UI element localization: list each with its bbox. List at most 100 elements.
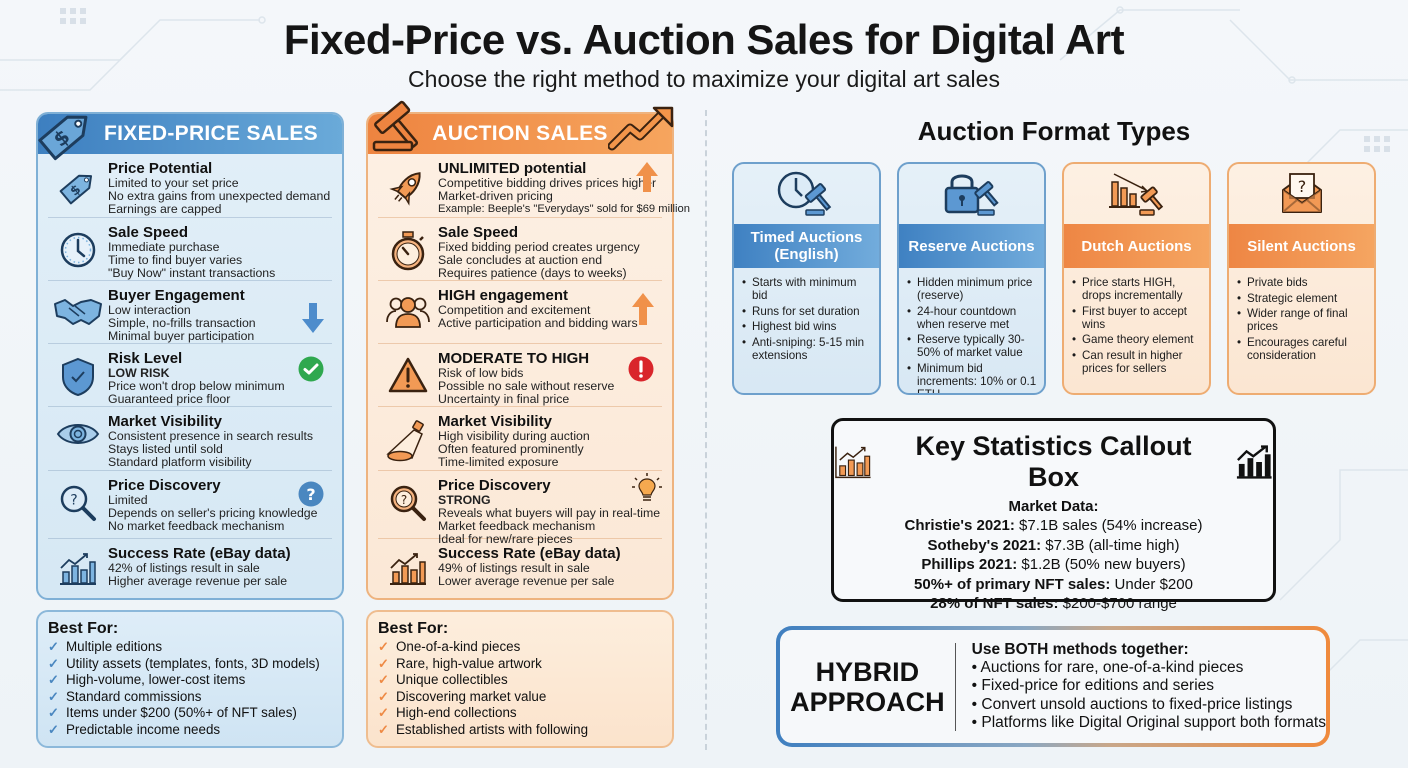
best-for-item: ✓ Rare, high-value artwork: [378, 655, 542, 671]
statistic-line: Phillips 2021: $1.2B (50% new buyers): [921, 556, 1186, 573]
check-icon: ✓: [378, 655, 389, 671]
card-reserve-auctions: Reserve Auctions Hidden minimum price (r…: [897, 162, 1046, 395]
card-title: Silent Auctions: [1229, 224, 1374, 268]
auction-row-sale-speed: Sale Speed Fixed bidding period creates …: [378, 218, 662, 281]
question-circle-icon: ?: [298, 481, 324, 507]
clock-icon: [60, 232, 96, 268]
check-icon: ✓: [48, 705, 59, 721]
warning-icon: [388, 357, 428, 393]
card-silent-auctions: ? Silent Auctions Private bids Strategic…: [1227, 162, 1376, 395]
eye-icon: [56, 424, 100, 444]
statistic-line: Christie's 2021: $7.1B sales (54% increa…: [904, 517, 1203, 534]
best-for-item: ✓ One-of-a-kind pieces: [378, 639, 521, 654]
fixed-best-for-box: Best For: ✓ Multiple editions ✓ Utility as…: [36, 610, 344, 748]
statistic-line: 28% of NFT sales: $200-$700 range: [930, 595, 1177, 612]
clock-gavel-icon: [777, 171, 831, 216]
auction-row-success-rate: Success Rate (eBay data) 49% of listings…: [378, 539, 662, 591]
bar-chart-growth-icon: [835, 446, 871, 479]
hybrid-title: HYBRID APPROACH: [790, 656, 945, 717]
magnifier-question-icon: ?: [60, 485, 96, 521]
card-timed-auctions: Timed Auctions (English) Starts with min…: [732, 162, 881, 395]
check-icon: ✓: [378, 672, 389, 688]
statistic-line: Sotheby's 2021: $7.3B (all-time high): [927, 536, 1180, 554]
fixed-price-header: FIXED-PRICE SALES: [38, 114, 342, 154]
best-for-item: ✓ Utility assets (templates, fonts, 3D mo…: [48, 655, 320, 671]
check-icon: ✓: [48, 639, 59, 654]
check-circle-icon: [298, 356, 324, 382]
hybrid-item: • Fixed-price for editions and series: [971, 677, 1215, 694]
check-icon: ✓: [48, 721, 59, 737]
handshake-icon: [54, 299, 102, 325]
bar-chart-growth-icon: [1236, 445, 1272, 479]
rocket-icon: [389, 172, 421, 206]
key-statistics-box: Key Statistics Callout Box Market Data: …: [831, 418, 1276, 612]
spotlight-icon: [386, 420, 424, 462]
best-for-item: ✓ High-end collections: [378, 705, 517, 721]
card-title: Timed Auctions (English): [734, 224, 879, 268]
fixed-row-success-rate: Success Rate (eBay data) 42% of listings…: [48, 539, 332, 591]
auction-row-price-discovery: ? Price Discovery STRONG Reveals what bu…: [378, 471, 662, 546]
card-title: Dutch Auctions: [1064, 224, 1209, 268]
fixed-row-sale-speed: Sale Speed Immediate purchase Time to fi…: [48, 218, 332, 281]
statistic-line: 50%+ of primary NFT sales: Under $200: [914, 575, 1193, 593]
best-for-item: ✓ Items under $200 (50%+ of NFT sales): [48, 705, 297, 721]
svg-text:?: ?: [70, 493, 77, 509]
stopwatch-icon: [391, 231, 425, 271]
bar-chart-icon: [390, 553, 426, 585]
check-icon: ✓: [48, 655, 59, 671]
fixed-row-risk-level: Risk Level LOW RISK Price won't drop bel…: [48, 344, 332, 407]
lock-gavel-icon: [944, 174, 999, 216]
check-icon: ✓: [48, 672, 59, 688]
check-icon: ✓: [378, 721, 389, 737]
best-for-item: ✓ Unique collectibles: [378, 672, 508, 688]
descending-bars-gavel-icon: [1108, 173, 1163, 216]
auction-row-market-visibility: Market Visibility High visibility during…: [378, 407, 662, 471]
card-title: Reserve Auctions: [899, 224, 1044, 268]
check-icon: ✓: [378, 688, 389, 704]
price-tag-icon: $: [59, 174, 93, 205]
hybrid-item: • Convert unsold auctions to fixed-price…: [971, 695, 1293, 713]
hybrid-subtitle: Use BOTH methods together:: [971, 640, 1189, 658]
check-icon: ✓: [378, 705, 389, 721]
fixed-price-column: $ FIXED-PRICE SALES $ Price Potential Li…: [36, 112, 344, 748]
trend-arrow-up-icon: [608, 106, 674, 151]
best-for-item: ✓ Predictable income needs: [48, 721, 221, 737]
arrow-up-icon: [636, 162, 658, 192]
page-subtitle: Choose the right method to maximize your…: [408, 66, 1000, 92]
auction-format-cards: Timed Auctions (English) Starts with min…: [732, 162, 1376, 395]
arrow-down-icon: [302, 303, 324, 333]
fixed-row-market-visibility: Market Visibility Consistent presence in…: [48, 407, 332, 471]
fixed-row-price-discovery: ? Price Discovery Limited Depends on sel…: [48, 471, 332, 539]
svg-text:?: ?: [1297, 177, 1306, 196]
svg-text:?: ?: [401, 493, 407, 507]
hybrid-divider: [954, 642, 956, 731]
statistics-title: Key Statistics Callout Box: [915, 431, 1192, 492]
auction-formats-title: Auction Format Types: [917, 116, 1191, 146]
hybrid-approach-box: HYBRID APPROACH Use BOTH methods togethe…: [776, 626, 1330, 747]
exclamation-circle-icon: [628, 356, 654, 382]
fixed-price-panel: $ FIXED-PRICE SALES $ Price Potential Li…: [36, 112, 344, 600]
auction-best-for-box: Best For: ✓ One-of-a-kind pieces ✓ Rare, h…: [366, 610, 674, 748]
gavel-icon: [372, 100, 419, 152]
statistics-subtitle: Market Data:: [1008, 498, 1099, 515]
arrow-up-icon: [632, 293, 654, 325]
auction-row-risk-level: MODERATE TO HIGH Risk of low bids Possib…: [378, 344, 662, 407]
fixed-row-buyer-engagement: Buyer Engagement Low interaction Simple,…: [48, 281, 332, 344]
card-dutch-auctions: Dutch Auctions Price starts HIGH, drops …: [1062, 162, 1211, 395]
fixed-row-price-potential: $ Price Potential Limited to your set pr…: [48, 154, 332, 218]
best-for-item: ✓ High-volume, lower-cost items: [48, 672, 246, 688]
auction-row-high-engagement: HIGH engagement Competition and exciteme…: [378, 281, 662, 344]
best-for-item: ✓ Multiple editions: [48, 639, 163, 654]
page-title: Fixed-Price vs. Auction Sales for Digita…: [283, 16, 1125, 63]
bar-chart-icon: [60, 553, 96, 585]
shield-check-icon: [62, 357, 94, 397]
best-for-item: ✓ Established artists with following: [378, 721, 589, 737]
check-icon: ✓: [48, 688, 59, 704]
magnifier-question-icon: ?: [390, 485, 426, 521]
section-divider: [705, 110, 707, 750]
price-tag-icon: $: [38, 115, 88, 161]
hybrid-item: • Auctions for rare, one-of-a-kind piece…: [971, 658, 1244, 676]
check-icon: ✓: [378, 639, 389, 654]
people-icon: [386, 297, 430, 328]
svg-text:?: ?: [306, 485, 315, 504]
